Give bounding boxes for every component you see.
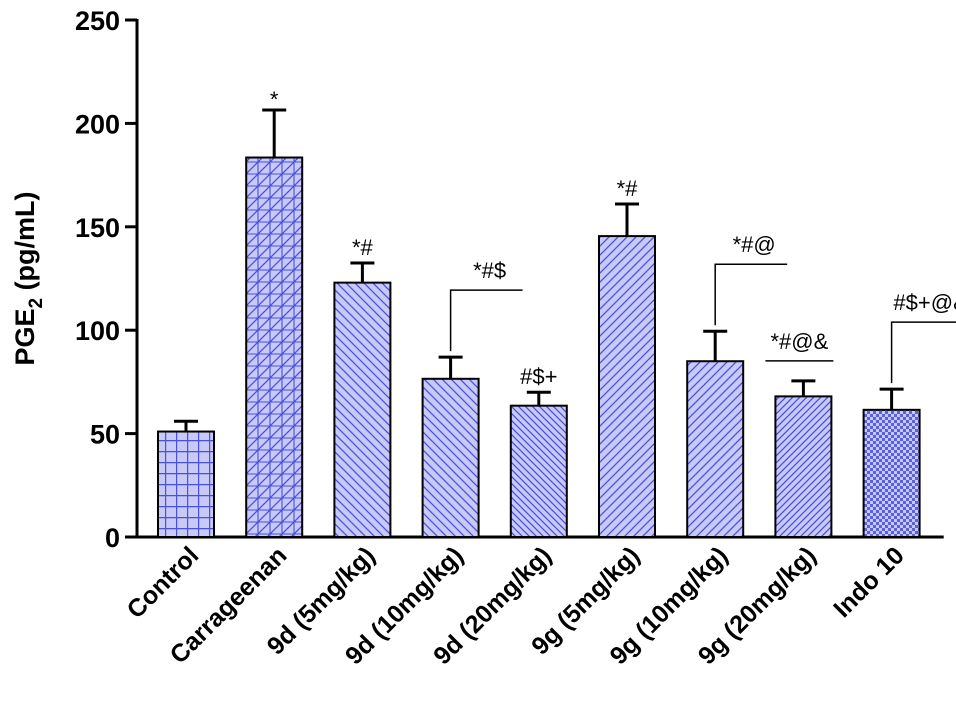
bar <box>421 377 480 538</box>
significance-label: *# <box>352 235 374 260</box>
bar <box>686 360 745 538</box>
y-tick-label: 100 <box>75 316 120 346</box>
bar <box>774 395 833 538</box>
significance-label: *#@ <box>733 232 776 257</box>
significance-annotations: * *# *#$ #$+ *# *#@ *#@& #$+@& <box>270 87 956 389</box>
bar <box>157 430 215 539</box>
y-tick-label: 200 <box>75 109 120 139</box>
significance-label: #$+ <box>520 364 557 389</box>
y-tick-label: 150 <box>75 213 120 243</box>
significance-label: *#@& <box>770 329 828 354</box>
bar <box>509 404 568 538</box>
bar <box>245 156 304 538</box>
significance-bracket <box>890 321 956 384</box>
significance-label: * <box>270 87 279 112</box>
significance-bracket <box>714 263 788 326</box>
y-tick-label: 0 <box>105 523 120 553</box>
significance-bracket <box>449 289 523 352</box>
significance-label: *# <box>617 176 639 201</box>
x-tick-label: Indo 10 <box>828 541 910 623</box>
y-tick-label: 50 <box>90 420 120 450</box>
significance-label: #$+@& <box>893 290 956 315</box>
x-tick-label: Control <box>122 541 205 624</box>
y-tick-label: 250 <box>75 6 120 36</box>
bar <box>598 235 656 539</box>
bars <box>157 108 921 539</box>
significance-label: *#$ <box>473 258 506 283</box>
y-axis-title: PGE2 (pg/mL) <box>10 191 47 365</box>
bar <box>862 408 921 538</box>
bar <box>333 281 392 538</box>
